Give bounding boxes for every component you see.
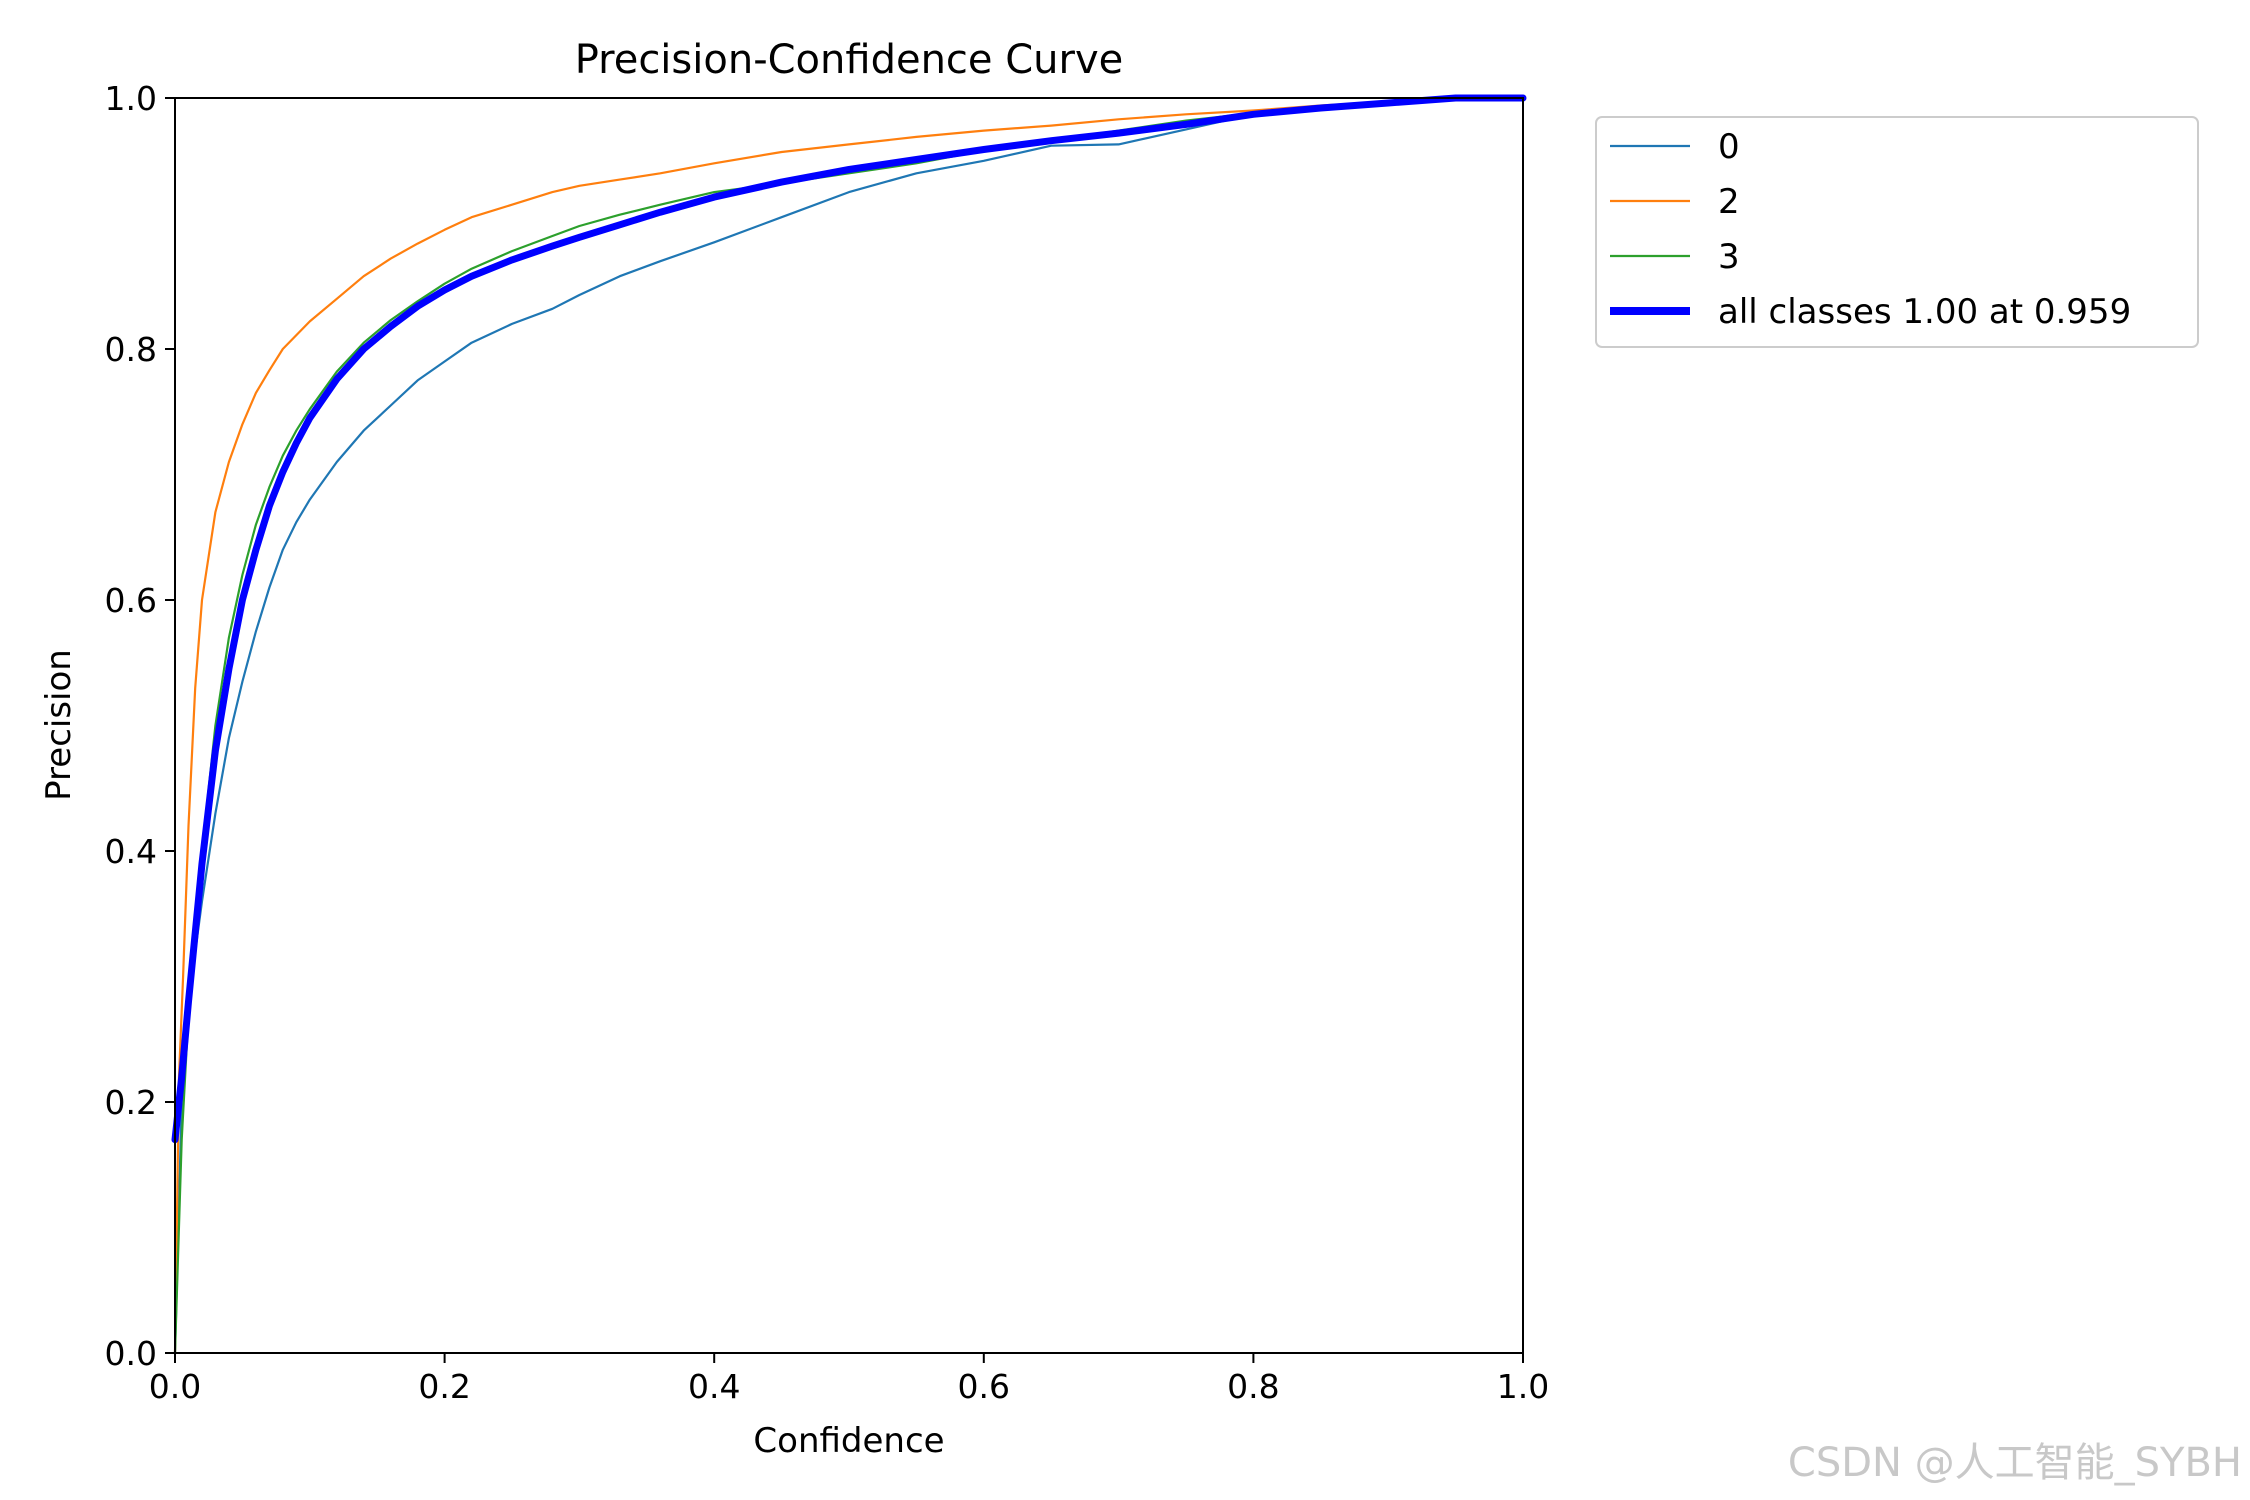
chart-title: Precision-Confidence Curve <box>575 37 1124 83</box>
x-tick-label: 1.0 <box>1497 1367 1549 1406</box>
legend: 0 2 3 all classes 1.00 at 0.959 <box>1595 116 2199 348</box>
legend-box <box>1595 116 2199 348</box>
y-axis-label: Precision <box>39 649 79 801</box>
watermark: CSDN @人工智能_SYBH <box>1787 1440 2242 1486</box>
plot-series <box>171 94 1527 1355</box>
y-axis-ticks: 0.0 0.2 0.4 0.6 0.8 1.0 <box>105 79 175 1373</box>
y-tick-label: 0.2 <box>105 1083 157 1122</box>
x-tick-label: 0.4 <box>688 1367 740 1406</box>
x-tick-label: 0.6 <box>958 1367 1010 1406</box>
series-line-all-classes <box>171 94 1527 1144</box>
x-axis-label: Confidence <box>753 1421 944 1461</box>
x-axis-ticks: 0.0 0.2 0.4 0.6 0.8 1.0 <box>149 1353 1549 1406</box>
legend-label: 3 <box>1718 237 1740 277</box>
series-line-2 <box>173 96 1525 1355</box>
x-tick-label: 0.0 <box>149 1367 201 1406</box>
legend-entry: 2 <box>1610 182 1740 222</box>
legend-label: all classes 1.00 at 0.959 <box>1718 292 2131 332</box>
x-tick-label: 0.8 <box>1227 1367 1279 1406</box>
legend-entry: 3 <box>1610 237 1740 277</box>
y-tick-label: 0.8 <box>105 330 157 369</box>
y-tick-label: 0.6 <box>105 581 157 620</box>
legend-label: 2 <box>1718 182 1740 222</box>
legend-label: 0 <box>1718 127 1740 167</box>
y-tick-label: 0.4 <box>105 832 157 871</box>
y-tick-label: 1.0 <box>105 79 157 118</box>
legend-entry: 0 <box>1610 127 1740 167</box>
y-tick-label: 0.0 <box>105 1334 157 1373</box>
legend-entry: all classes 1.00 at 0.959 <box>1610 292 2131 332</box>
plot-frame <box>174 97 1524 1354</box>
legend-entries: 0 2 3 all classes 1.00 at 0.959 <box>1610 127 2131 332</box>
series-line-0 <box>173 96 1525 1355</box>
x-tick-label: 0.2 <box>418 1367 470 1406</box>
